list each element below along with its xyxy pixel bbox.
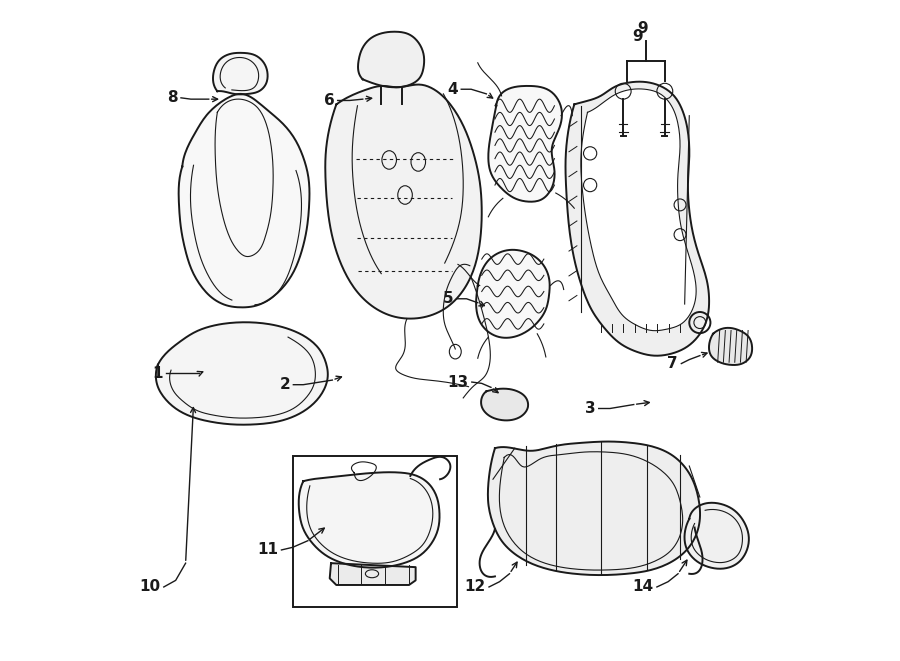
Polygon shape	[580, 89, 697, 330]
Text: 14: 14	[633, 580, 653, 594]
Polygon shape	[565, 82, 709, 356]
Polygon shape	[178, 94, 310, 307]
Polygon shape	[482, 389, 528, 420]
Text: 9: 9	[638, 21, 648, 36]
Text: 9: 9	[633, 29, 643, 44]
Text: 11: 11	[257, 543, 278, 557]
Text: 12: 12	[464, 580, 486, 594]
Bar	[292, 456, 456, 607]
Text: 13: 13	[447, 375, 469, 389]
Polygon shape	[685, 503, 749, 568]
Polygon shape	[156, 323, 328, 425]
Polygon shape	[709, 328, 752, 365]
Polygon shape	[476, 250, 550, 338]
Polygon shape	[489, 86, 562, 202]
Polygon shape	[325, 85, 482, 319]
Text: 5: 5	[443, 292, 454, 306]
Text: 8: 8	[167, 91, 177, 105]
Text: 10: 10	[140, 580, 160, 594]
Polygon shape	[213, 53, 267, 95]
Polygon shape	[329, 563, 416, 585]
Text: 1: 1	[152, 366, 163, 381]
Polygon shape	[358, 32, 424, 87]
Text: 3: 3	[585, 401, 596, 416]
Polygon shape	[299, 472, 439, 568]
Text: 7: 7	[668, 356, 678, 371]
Polygon shape	[488, 442, 700, 575]
Text: 6: 6	[324, 93, 334, 108]
Text: 2: 2	[279, 377, 290, 392]
Text: 4: 4	[447, 82, 458, 97]
